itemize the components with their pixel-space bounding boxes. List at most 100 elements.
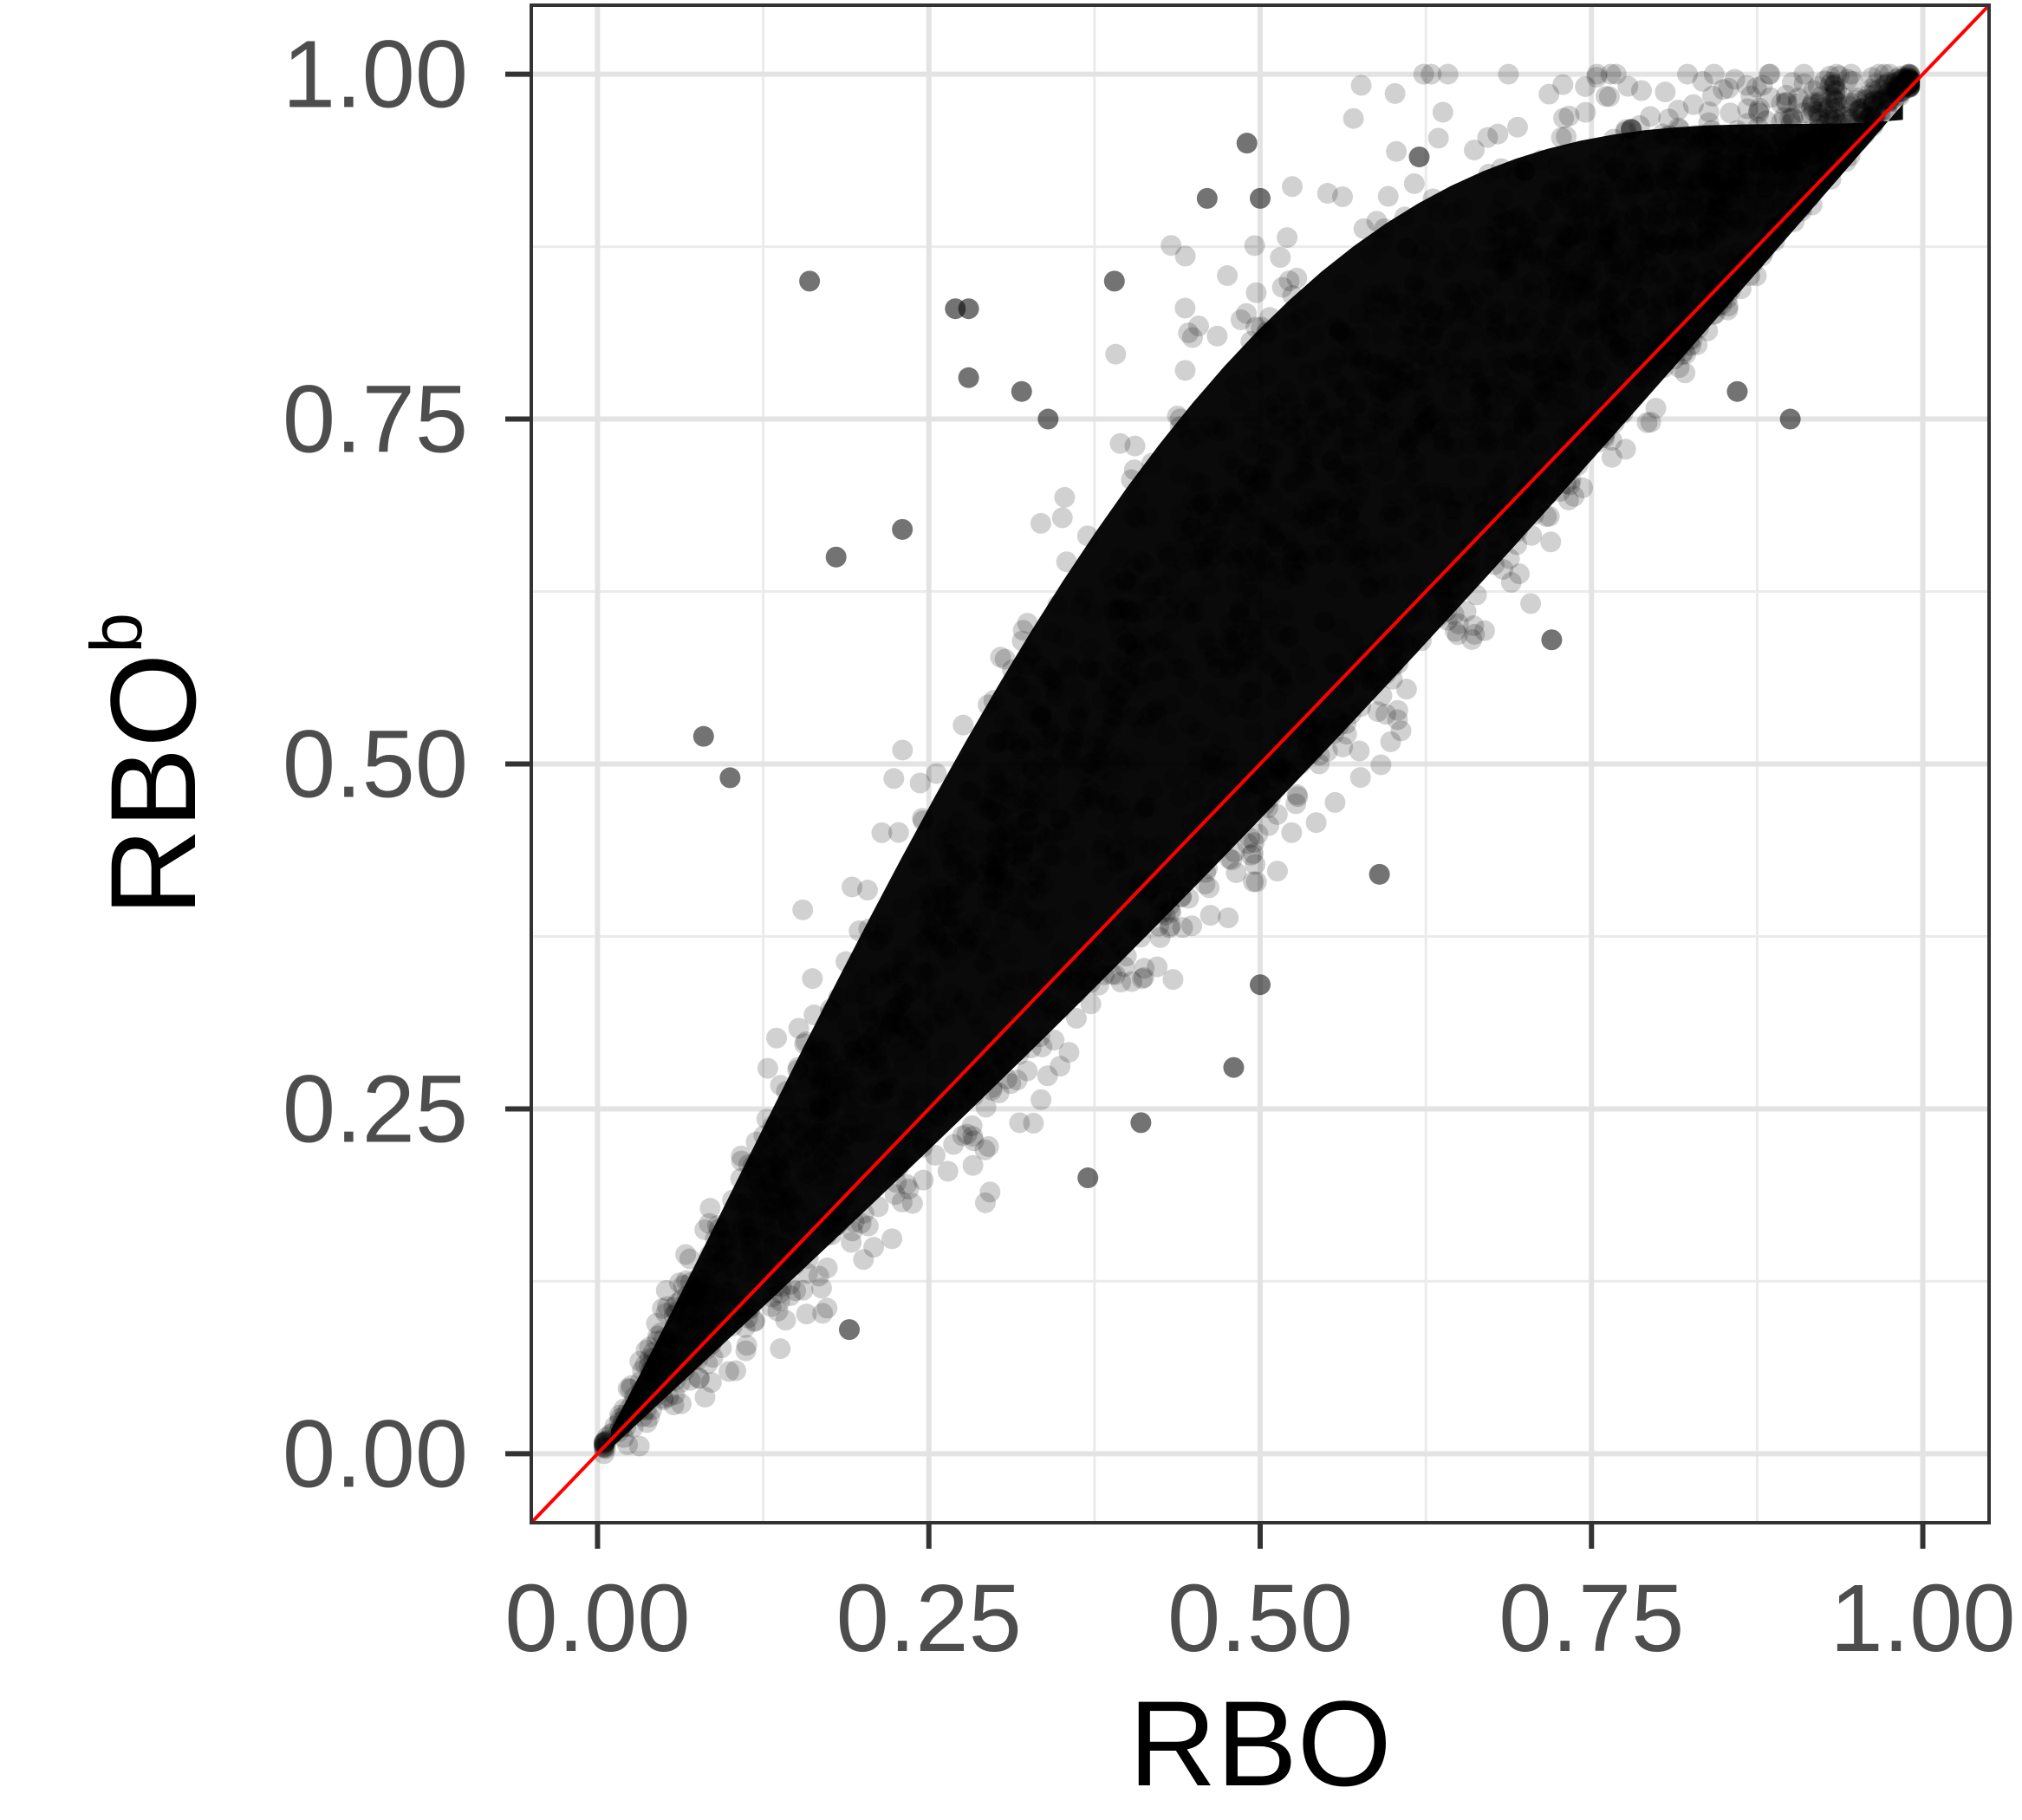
scatter-point	[1681, 328, 1703, 350]
scatter-point	[1271, 757, 1293, 778]
scatter-point	[1567, 312, 1589, 334]
scatter-point	[1461, 536, 1483, 557]
scatter-point	[1181, 517, 1203, 538]
scatter-point	[770, 1276, 792, 1297]
scatter-point	[1615, 337, 1636, 359]
scatter-point	[688, 1267, 710, 1289]
scatter-point	[1325, 458, 1347, 480]
scatter-point	[1159, 599, 1180, 621]
scatter-point	[979, 1181, 1001, 1203]
scatter-point	[1306, 712, 1328, 733]
scatter-point	[635, 1340, 657, 1362]
scatter-point	[1560, 388, 1582, 410]
outlier-point	[1223, 1056, 1245, 1078]
identity-reference-line	[531, 5, 1989, 1523]
scatter-point	[1660, 170, 1681, 192]
scatter-point	[1643, 296, 1665, 318]
scatter-point	[1622, 204, 1643, 225]
scatter-point	[722, 1189, 744, 1211]
scatter-point	[1715, 246, 1737, 268]
scatter-point	[1292, 445, 1314, 466]
scatter-point	[1020, 1037, 1042, 1058]
scatter-point	[1885, 71, 1907, 93]
scatter-point	[1560, 469, 1582, 491]
scatter-point	[1036, 665, 1057, 686]
scatter-point	[1486, 235, 1508, 257]
scatter-point	[1023, 1113, 1044, 1134]
scatter-point	[1427, 202, 1448, 224]
scatter-point	[1899, 63, 1921, 85]
scatter-point	[647, 1349, 668, 1370]
scatter-point	[1648, 331, 1669, 353]
scatter-point	[1852, 105, 1874, 127]
scatter-point	[788, 1017, 809, 1039]
scatter-point	[1277, 529, 1298, 550]
scatter-point	[983, 788, 1004, 809]
scatter-point	[1591, 223, 1613, 244]
scatter-point	[1812, 123, 1834, 145]
scatter-point	[600, 1423, 621, 1445]
scatter-point	[1193, 827, 1215, 848]
scatter-point	[1404, 449, 1426, 471]
scatter-point	[1666, 291, 1687, 313]
scatter-point	[1199, 763, 1220, 784]
scatter-point	[700, 1372, 722, 1394]
scatter-point	[1009, 676, 1031, 698]
scatter-point	[1391, 542, 1413, 563]
scatter-point	[1158, 546, 1180, 568]
scatter-point	[1770, 153, 1791, 175]
scatter-point	[1429, 419, 1451, 440]
scatter-point	[1550, 362, 1571, 384]
scatter-point	[1601, 315, 1622, 337]
scatter-point	[1114, 848, 1135, 869]
scatter-point	[1585, 309, 1607, 331]
scatter-point	[912, 1109, 933, 1131]
scatter-point	[1531, 369, 1552, 391]
scatter-point	[1310, 490, 1332, 511]
scatter-point	[842, 1040, 864, 1062]
scatter-point	[1753, 140, 1775, 162]
scatter-point	[1285, 548, 1307, 569]
scatter-point	[879, 962, 900, 984]
scatter-point	[1419, 357, 1440, 379]
scatter-point	[765, 1276, 787, 1297]
scatter-point	[822, 1206, 843, 1227]
scatter-point	[642, 1342, 664, 1363]
scatter-point	[1053, 627, 1075, 649]
scatter-point	[1134, 796, 1155, 818]
outlier-point	[1779, 408, 1801, 430]
scatter-point	[1849, 99, 1870, 120]
scatter-point	[1627, 288, 1648, 309]
scatter-point	[1590, 197, 1611, 218]
scatter-point	[1544, 309, 1566, 330]
scatter-point	[1822, 88, 1843, 109]
scatter-point	[1200, 684, 1221, 705]
scatter-point	[835, 1171, 857, 1193]
scatter-point	[844, 1047, 866, 1069]
scatter-point	[1109, 597, 1130, 619]
scatter-point	[1188, 423, 1210, 445]
scatter-point	[1555, 224, 1577, 246]
scatter-point	[1168, 786, 1190, 808]
scatter-point	[1882, 72, 1903, 94]
scatter-point	[1781, 157, 1803, 179]
scatter-point	[1238, 561, 1259, 582]
scatter-point	[1193, 546, 1214, 568]
scatter-point	[1592, 289, 1614, 310]
scatter-point	[629, 1371, 651, 1393]
scatter-point	[926, 763, 947, 784]
scatter-point	[744, 1311, 765, 1333]
scatter-point	[1291, 438, 1313, 459]
scatter-point	[1328, 322, 1349, 344]
scatter-point	[1440, 251, 1462, 273]
scatter-point	[775, 1195, 796, 1217]
scatter-point	[1684, 125, 1706, 146]
scatter-point	[665, 1369, 686, 1391]
scatter-point	[1736, 150, 1758, 172]
scatter-point	[1798, 187, 1820, 209]
scatter-point	[1448, 359, 1470, 380]
scatter-point	[946, 843, 967, 865]
scatter-point	[1381, 301, 1402, 322]
scatter-point	[1232, 653, 1254, 674]
scatter-point	[955, 868, 977, 889]
